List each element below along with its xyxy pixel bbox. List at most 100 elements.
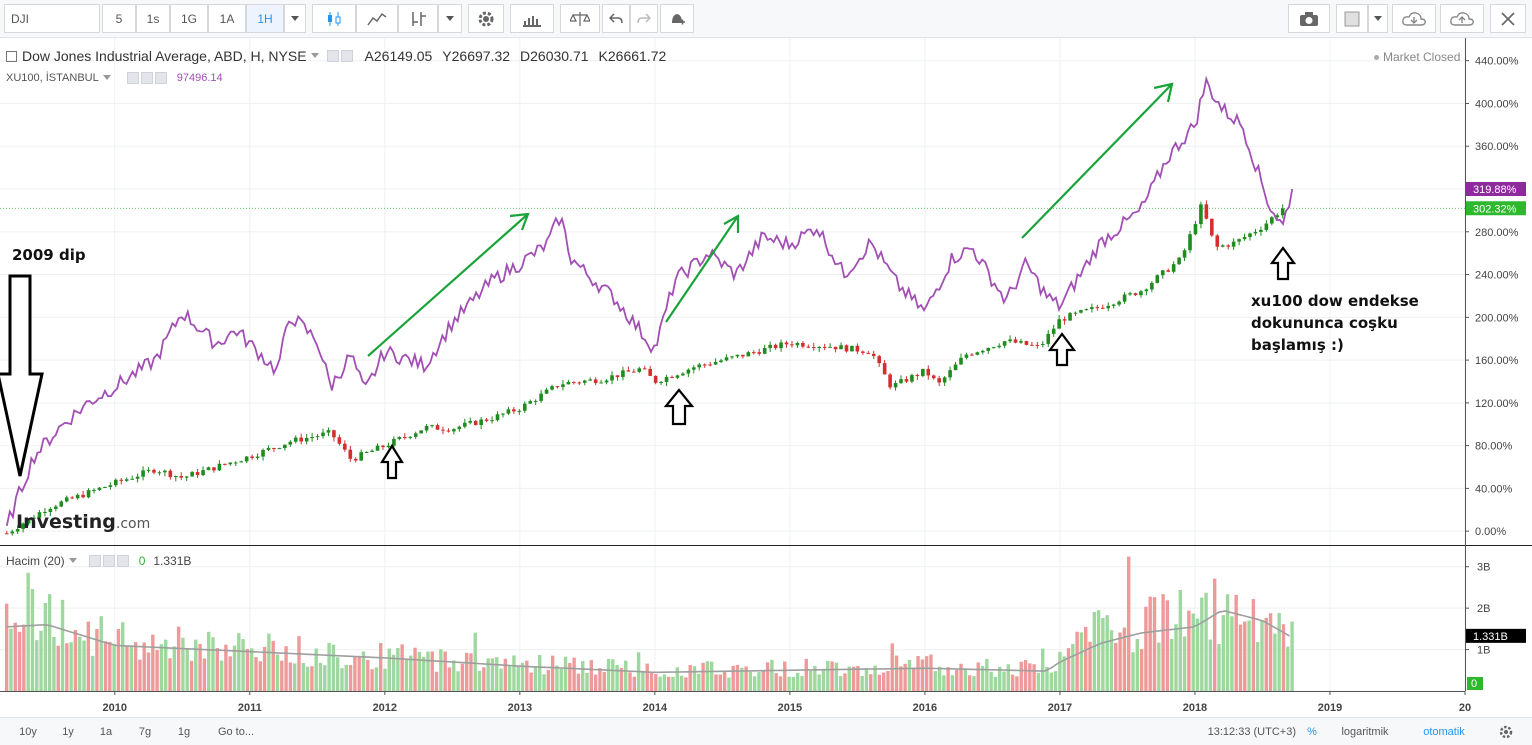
volume-bar — [348, 665, 353, 691]
compare-button[interactable] — [560, 4, 600, 33]
undo-button[interactable] — [602, 4, 630, 33]
x-tick-label: 2013 — [508, 702, 532, 714]
interval-1h-label: 1H — [257, 11, 273, 26]
dji-candle — [970, 353, 974, 356]
indicators-button[interactable] — [398, 4, 438, 33]
cloud-save-button[interactable] — [1440, 4, 1484, 33]
volume-bar — [1221, 615, 1225, 691]
dji-candle — [719, 358, 723, 363]
chevron-down-icon[interactable] — [310, 53, 321, 59]
volume-bar — [985, 658, 989, 691]
dji-candle — [223, 463, 227, 466]
main-series-title[interactable]: Dow Jones Industrial Average, ABD, H, NY… — [22, 48, 307, 64]
settings-icon[interactable] — [140, 72, 153, 84]
clock-display[interactable]: 13:12:33 (UTC+3) — [1190, 718, 1296, 745]
main-legend: Dow Jones Industrial Average, ABD, H, NY… — [6, 48, 666, 64]
volume-bar — [576, 673, 581, 691]
dji-candle — [43, 507, 47, 517]
settings-button[interactable] — [468, 4, 504, 33]
dji-candle — [697, 362, 702, 371]
compare-series-label[interactable]: XU100, İSTANBUL — [6, 72, 99, 84]
settings-icon[interactable] — [102, 555, 115, 567]
volume-bar — [572, 657, 576, 691]
dji-candle — [855, 343, 860, 355]
up-arrows — [380, 246, 1297, 480]
interval-1a-button[interactable]: 1A — [208, 4, 246, 33]
eye-icon[interactable] — [326, 50, 339, 62]
compare-series-value: 97496.14 — [176, 72, 223, 84]
volume-bar — [1015, 676, 1019, 691]
volume-bar — [1174, 624, 1178, 691]
volume-bar — [641, 670, 645, 691]
interval-dropdown-button[interactable] — [284, 4, 306, 33]
layout-dropdown-button[interactable] — [1368, 4, 1388, 33]
candle-style-button[interactable] — [312, 4, 356, 33]
y-tick-label: 120.00% — [1475, 398, 1519, 410]
volume-bar — [795, 673, 800, 691]
volume-bar — [843, 673, 847, 691]
volume-legend-controls[interactable] — [88, 555, 129, 567]
chevron-down-icon[interactable] — [68, 558, 79, 564]
volume-bar — [275, 654, 280, 691]
settings-icon[interactable] — [340, 50, 353, 62]
range-7g-button[interactable]: 7g — [126, 718, 164, 745]
collapse-icon[interactable] — [6, 50, 17, 62]
volume-bar — [813, 665, 817, 691]
dji-candle — [468, 417, 473, 425]
indicators-dropdown-button[interactable] — [438, 4, 462, 33]
scale-settings-button[interactable] — [1494, 718, 1518, 745]
main-legend-controls[interactable] — [326, 50, 353, 62]
compare-legend-controls[interactable] — [126, 72, 167, 84]
volume-bar — [1053, 671, 1058, 691]
eye-icon[interactable] — [88, 555, 101, 567]
volume-bar — [722, 672, 727, 691]
volume-bar — [942, 675, 946, 691]
cloud-load-button[interactable] — [1392, 4, 1436, 33]
area-style-button[interactable] — [356, 4, 398, 33]
chart-canvas[interactable]: 0.00% 40.00% 80.00% 120.00% 160.00% 200.00% 24… — [0, 38, 1532, 717]
range-10y-button[interactable]: 10y — [8, 718, 48, 745]
close-icon — [1501, 11, 1515, 26]
range-1a-button[interactable]: 1a — [88, 718, 124, 745]
dji-candle — [1100, 304, 1105, 309]
goto-button[interactable]: Go to... — [206, 718, 266, 745]
fullscreen-button[interactable] — [1490, 4, 1526, 33]
dji-candle — [795, 341, 800, 348]
dji-candle — [277, 447, 282, 450]
interval-5-button[interactable]: 5 — [102, 4, 136, 33]
chevron-down-icon[interactable] — [102, 75, 113, 81]
auto-toggle[interactable]: otomatik — [1414, 718, 1474, 745]
volume-bar — [284, 646, 288, 691]
redo-button[interactable] — [630, 4, 658, 33]
alert-button[interactable] — [660, 4, 694, 33]
snapshot-button[interactable] — [1288, 4, 1330, 33]
eye-icon[interactable] — [126, 72, 139, 84]
interval-1s-button[interactable]: 1s — [136, 4, 170, 33]
layout-button[interactable] — [1336, 4, 1368, 33]
volume-bar — [1264, 617, 1268, 691]
volume-bar — [1273, 633, 1277, 691]
symbol-input[interactable]: DJI — [4, 4, 100, 33]
dji-candle — [544, 387, 549, 395]
volume-bar — [176, 626, 181, 691]
range-1g-button[interactable]: 1g — [166, 718, 202, 745]
dji-candle — [1248, 232, 1252, 241]
volume-bar — [903, 663, 907, 691]
dji-candle — [1035, 341, 1040, 349]
dji-candle — [642, 365, 647, 370]
range-1y-button[interactable]: 1y — [50, 718, 86, 745]
dji-candle — [833, 346, 838, 353]
x-tick-label: 2018 — [1183, 702, 1207, 714]
volume-bar — [1204, 592, 1208, 691]
volume-label[interactable]: Hacim (20) — [6, 554, 65, 568]
studies-button[interactable] — [510, 4, 554, 33]
dji-candle — [811, 342, 816, 351]
volume-bar — [378, 642, 383, 691]
remove-icon[interactable] — [116, 555, 129, 567]
percent-toggle[interactable]: % — [1300, 718, 1324, 745]
interval-1h-button[interactable]: 1H — [246, 4, 284, 33]
log-toggle[interactable]: logaritmik — [1334, 718, 1396, 745]
interval-1g-button[interactable]: 1G — [170, 4, 208, 33]
remove-icon[interactable] — [154, 72, 167, 84]
volume-bar — [701, 662, 705, 691]
